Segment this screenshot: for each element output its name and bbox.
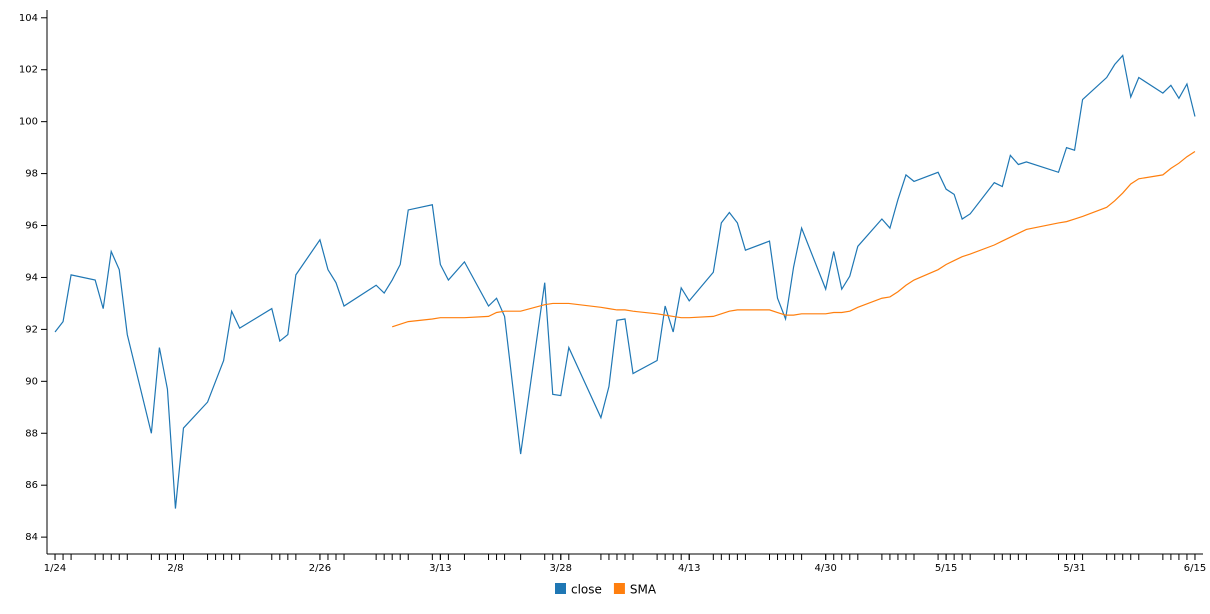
x-tick-label: 5/31 <box>1063 563 1085 574</box>
y-tick-label: 86 <box>25 480 38 491</box>
x-tick-label: 4/30 <box>814 563 836 574</box>
x-tick-label: 2/26 <box>309 563 331 574</box>
y-tick-label: 84 <box>25 532 38 543</box>
x-tick-label: 1/24 <box>44 563 66 574</box>
y-tick-label: 94 <box>25 272 38 283</box>
legend-label: close <box>571 583 602 597</box>
x-tick-label: 5/15 <box>935 563 957 574</box>
y-tick-label: 90 <box>25 376 38 387</box>
x-tick-label: 3/28 <box>550 563 572 574</box>
x-tick-label: 4/13 <box>678 563 700 574</box>
x-tick-label: 3/13 <box>429 563 451 574</box>
y-tick-label: 92 <box>25 324 38 335</box>
x-tick-label: 2/8 <box>167 563 183 574</box>
series-line <box>54 54 1196 509</box>
y-tick-label: 98 <box>25 169 38 180</box>
legend-swatch <box>555 583 566 594</box>
legend-label: SMA <box>630 583 657 597</box>
y-tick-label: 102 <box>19 65 38 76</box>
y-tick-label: 100 <box>19 117 38 128</box>
y-tick-label: 88 <box>25 428 38 439</box>
legend-swatch <box>613 583 625 594</box>
x-tick-label: 6/15 <box>1184 563 1206 574</box>
series-line <box>392 151 1196 328</box>
y-tick-label: 96 <box>25 221 38 232</box>
y-tick-label: 104 <box>19 13 38 24</box>
